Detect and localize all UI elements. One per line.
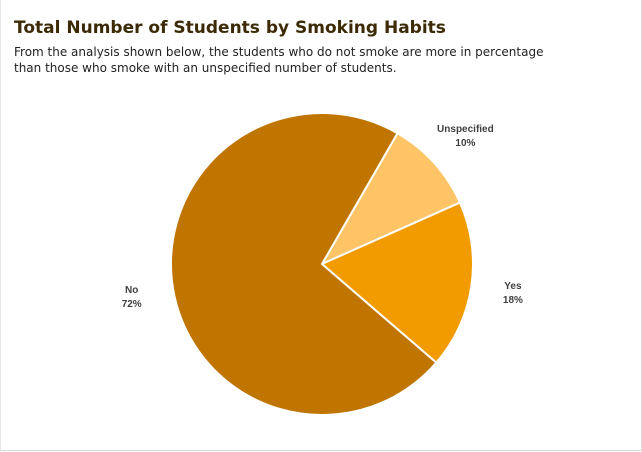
data-label-value: 18%: [503, 295, 523, 306]
data-label-value: 10%: [455, 138, 475, 149]
chart-title: Total Number of Students by Smoking Habi…: [14, 18, 446, 38]
pie-slice-yes: [320, 201, 474, 365]
data-label-category: Yes: [504, 281, 522, 292]
data-label-category: No: [125, 285, 138, 296]
chart-subtitle: From the analysis shown below, the stude…: [14, 45, 544, 75]
data-label-value: 72%: [122, 299, 142, 310]
data-label-no: No 72%: [122, 285, 142, 310]
data-label-yes: Yes 18%: [503, 281, 523, 306]
data-label-category: Unspecified: [437, 124, 494, 135]
data-label-unspecified: Unspecified 10%: [437, 124, 494, 149]
pie-slice-unspecified: [319, 131, 462, 267]
pie-slice-no: [170, 112, 438, 416]
